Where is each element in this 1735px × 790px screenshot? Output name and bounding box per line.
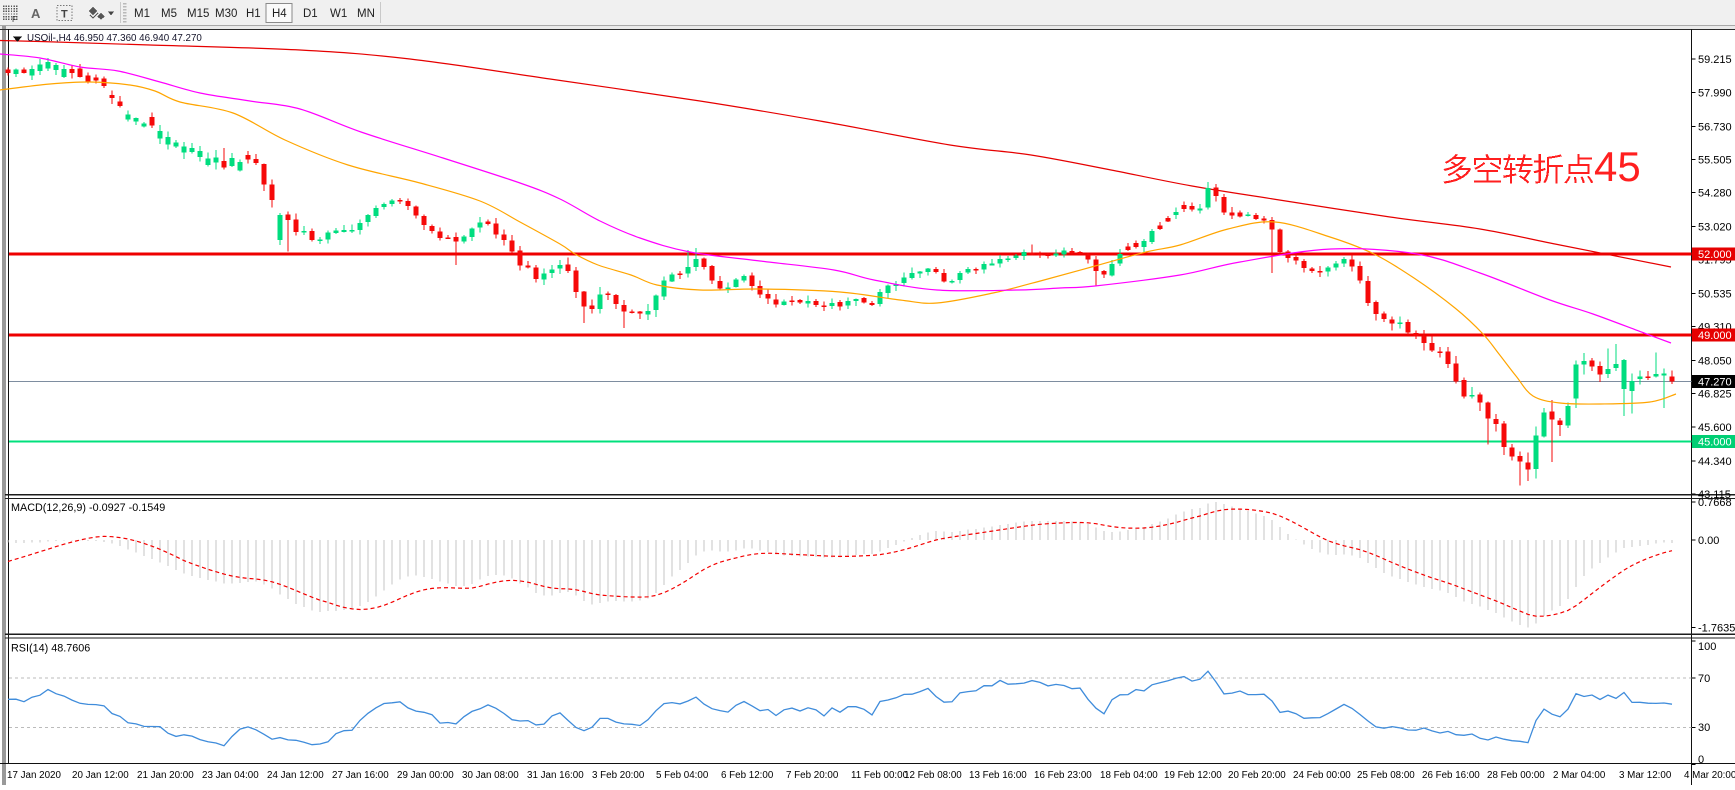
svg-text:H1: H1 (246, 8, 261, 20)
svg-text:26 Feb 16:00: 26 Feb 16:00 (1422, 770, 1480, 781)
svg-text:F: F (12, 15, 17, 24)
svg-text:56.730: 56.730 (1698, 121, 1732, 133)
svg-text:45.000: 45.000 (1698, 437, 1732, 449)
svg-text:48.050: 48.050 (1698, 356, 1732, 368)
svg-text:0.7668: 0.7668 (1698, 497, 1732, 509)
svg-text:50.535: 50.535 (1698, 289, 1732, 301)
svg-text:-1.7635: -1.7635 (1698, 623, 1735, 635)
svg-text:43.115: 43.115 (1698, 489, 1731, 501)
svg-text:20 Jan 12:00: 20 Jan 12:00 (72, 770, 129, 781)
svg-text:30 Jan 08:00: 30 Jan 08:00 (462, 770, 519, 781)
svg-text:49.000: 49.000 (1698, 330, 1732, 342)
svg-text:45: 45 (1594, 143, 1641, 190)
svg-text:0: 0 (1698, 754, 1704, 766)
svg-text:18 Feb 04:00: 18 Feb 04:00 (1100, 770, 1158, 781)
svg-text:11 Feb 00:00: 11 Feb 00:00 (851, 770, 909, 781)
svg-text:M15: M15 (187, 8, 209, 20)
svg-text:M1: M1 (134, 8, 150, 20)
svg-text:3 Mar 12:00: 3 Mar 12:00 (1619, 770, 1672, 781)
svg-text:M30: M30 (215, 8, 237, 20)
svg-text:21 Jan 20:00: 21 Jan 20:00 (137, 770, 194, 781)
svg-text:45.600: 45.600 (1698, 422, 1732, 434)
svg-text:H4: H4 (272, 8, 287, 20)
svg-text:T: T (61, 9, 68, 21)
svg-text:17 Jan 2020: 17 Jan 2020 (7, 770, 61, 781)
svg-text:2 Mar 04:00: 2 Mar 04:00 (1553, 770, 1606, 781)
svg-text:19 Feb 12:00: 19 Feb 12:00 (1164, 770, 1222, 781)
svg-text:27 Jan 16:00: 27 Jan 16:00 (332, 770, 389, 781)
svg-text:57.990: 57.990 (1698, 87, 1732, 99)
svg-text:70: 70 (1698, 673, 1710, 685)
svg-text:D1: D1 (303, 8, 318, 20)
svg-text:30: 30 (1698, 722, 1710, 734)
svg-text:5 Feb 04:00: 5 Feb 04:00 (656, 770, 709, 781)
svg-text:3 Feb 20:00: 3 Feb 20:00 (592, 770, 645, 781)
svg-text:23 Jan 04:00: 23 Jan 04:00 (202, 770, 259, 781)
svg-text:100: 100 (1698, 641, 1716, 653)
svg-text:24 Feb 00:00: 24 Feb 00:00 (1293, 770, 1351, 781)
svg-text:4 Mar 20:00: 4 Mar 20:00 (1684, 770, 1735, 781)
svg-text:47.270: 47.270 (1698, 377, 1732, 389)
svg-text:12 Feb 08:00: 12 Feb 08:00 (904, 770, 962, 781)
svg-text:MN: MN (357, 8, 375, 20)
svg-text:USOil-,H4 46.950 47.360 46.94: USOil-,H4 46.950 47.360 46.940 47.270 (27, 33, 202, 44)
svg-text:55.505: 55.505 (1698, 154, 1732, 166)
svg-text:6 Feb 12:00: 6 Feb 12:00 (721, 770, 774, 781)
svg-text:M5: M5 (161, 8, 177, 20)
svg-text:59.215: 59.215 (1698, 54, 1732, 66)
svg-text:28 Feb 00:00: 28 Feb 00:00 (1487, 770, 1545, 781)
svg-text:46.825: 46.825 (1698, 389, 1732, 401)
svg-text:31 Jan 16:00: 31 Jan 16:00 (527, 770, 584, 781)
svg-text:MACD(12,26,9) -0.0927 -0.1549: MACD(12,26,9) -0.0927 -0.1549 (11, 502, 165, 514)
svg-text:0.00: 0.00 (1698, 535, 1719, 547)
svg-text:16 Feb 23:00: 16 Feb 23:00 (1034, 770, 1092, 781)
svg-text:20 Feb 20:00: 20 Feb 20:00 (1228, 770, 1286, 781)
svg-text:53.020: 53.020 (1698, 222, 1732, 234)
svg-text:24 Jan 12:00: 24 Jan 12:00 (267, 770, 324, 781)
svg-text:29 Jan 00:00: 29 Jan 00:00 (397, 770, 454, 781)
svg-text:W1: W1 (330, 8, 347, 20)
svg-text:54.280: 54.280 (1698, 187, 1732, 199)
svg-text:13 Feb 16:00: 13 Feb 16:00 (969, 770, 1027, 781)
svg-text:RSI(14) 48.7606: RSI(14) 48.7606 (11, 643, 90, 655)
svg-text:A: A (31, 6, 41, 21)
svg-text:25 Feb 08:00: 25 Feb 08:00 (1357, 770, 1415, 781)
svg-text:52.000: 52.000 (1698, 249, 1732, 261)
svg-text:7 Feb 20:00: 7 Feb 20:00 (786, 770, 839, 781)
svg-text:44.340: 44.340 (1698, 456, 1732, 468)
